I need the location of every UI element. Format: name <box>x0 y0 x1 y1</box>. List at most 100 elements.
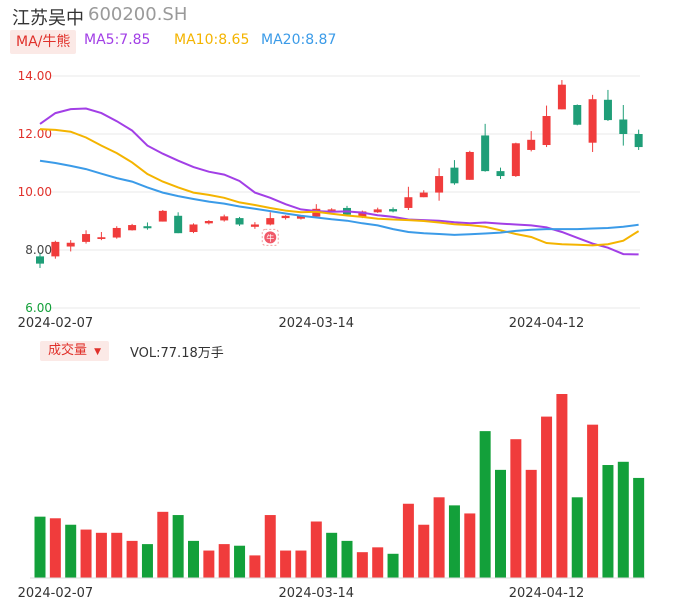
volume-bar <box>234 545 246 578</box>
volume-bar <box>525 469 537 578</box>
ma-indicator-selector[interactable]: MA/牛熊 <box>10 30 77 54</box>
candle-body <box>465 151 474 180</box>
candle-body <box>619 119 628 134</box>
candle-body <box>573 105 582 125</box>
candle-body <box>235 218 244 225</box>
volume-bar <box>65 524 77 578</box>
candle-body <box>603 99 612 121</box>
ma10-line <box>39 128 640 247</box>
candle-body <box>481 135 490 172</box>
x-tick-label: 2024-03-14 <box>279 316 355 331</box>
volume-bar <box>387 553 399 578</box>
x-tick-label: 2024-02-07 <box>18 586 94 601</box>
volume-bar <box>433 497 445 578</box>
volume-bar <box>203 550 215 578</box>
candle-body <box>281 215 290 219</box>
dropdown-triangle-icon: ▼ <box>94 347 102 357</box>
volume-bar <box>326 532 338 578</box>
candle-body <box>51 241 60 257</box>
candle-body <box>327 209 336 211</box>
candle-body <box>296 215 305 219</box>
stock-code: 600200.SH <box>88 4 188 25</box>
volume-bar <box>188 540 199 578</box>
candle-body <box>496 171 505 177</box>
candle-body <box>112 227 121 238</box>
candle-body <box>389 209 398 212</box>
y-tick-label: 6.00 <box>25 301 52 315</box>
candle-body <box>404 197 413 208</box>
ma20-line <box>39 159 639 236</box>
y-tick-label: 14.00 <box>18 69 52 83</box>
volume-bar <box>448 505 460 578</box>
volume-indicator-selector[interactable]: 成交量 ▼ <box>40 341 110 361</box>
volume-bar <box>571 497 583 578</box>
volume-bar <box>402 503 414 578</box>
y-tick-label: 12.00 <box>18 127 52 141</box>
volume-bar <box>295 550 307 578</box>
candle-body <box>634 134 643 148</box>
volume-bar <box>372 547 384 578</box>
volume-bar <box>264 515 276 578</box>
volume-bar <box>95 532 107 578</box>
candle-body <box>527 139 536 150</box>
bull-badge-label: 牛 <box>266 233 274 243</box>
candle-body <box>36 256 44 264</box>
price-chart: 14.00 12.00 10.00 8.00 6.00 牛 2024-02-07 2024-0… <box>18 69 643 331</box>
candle-body <box>450 167 459 184</box>
volume-bar <box>157 511 169 578</box>
volume-bar <box>602 465 614 578</box>
volume-bar <box>479 431 491 578</box>
candle-body <box>158 210 167 222</box>
candle-body <box>143 226 152 229</box>
x-tick-label: 2024-02-07 <box>18 316 94 331</box>
candle-body <box>588 99 597 143</box>
volume-bar <box>418 524 430 578</box>
volume-bar <box>510 439 522 578</box>
candle-body <box>174 215 183 234</box>
volume-bar <box>249 555 261 578</box>
candle-body <box>189 224 198 233</box>
candle-body <box>82 234 91 242</box>
volume-bar <box>633 477 645 578</box>
bull-badge-icon <box>264 231 277 244</box>
candle-body <box>250 224 259 227</box>
volume-chart: 2024-02-07 2024-03-14 2024-04-12 <box>18 394 645 601</box>
volume-bar <box>341 540 353 578</box>
volume-bar <box>587 424 599 578</box>
x-tick-label: 2024-04-12 <box>509 316 585 331</box>
candle-body <box>511 143 520 177</box>
volume-bar <box>541 416 553 578</box>
volume-bar <box>310 521 322 578</box>
volume-bar <box>218 544 230 578</box>
ma20-legend: MA20:8.87 <box>261 32 337 48</box>
volume-bar <box>111 532 123 578</box>
volume-bar <box>126 540 138 578</box>
candle-body <box>128 225 137 231</box>
candle-body <box>557 84 566 110</box>
volume-bar <box>556 394 568 578</box>
candle-body <box>266 218 275 225</box>
candle-body <box>312 208 321 217</box>
candle-body <box>204 221 213 224</box>
candle-body <box>435 176 444 193</box>
x-tick-label: 2024-03-14 <box>279 586 355 601</box>
annotation-frame <box>261 228 279 246</box>
volume-bar <box>80 529 92 578</box>
volume-bar <box>464 513 476 578</box>
volume-bar <box>34 516 46 578</box>
candle-body <box>542 116 551 146</box>
y-tick-label: 8.00 <box>25 243 52 257</box>
candle-body <box>66 242 75 247</box>
candle-body <box>373 209 382 213</box>
x-tick-label: 2024-04-12 <box>509 586 585 601</box>
volume-bar <box>617 461 629 578</box>
volume-bar <box>172 515 184 578</box>
candle-body <box>419 192 428 198</box>
ma10-legend: MA10:8.65 <box>174 32 250 48</box>
volume-tag-label: 成交量 <box>48 343 88 358</box>
volume-bar <box>356 552 368 578</box>
volume-bar <box>280 550 292 578</box>
y-tick-label: 10.00 <box>18 185 52 199</box>
ma5-line <box>39 107 639 256</box>
volume-bar <box>141 544 153 578</box>
